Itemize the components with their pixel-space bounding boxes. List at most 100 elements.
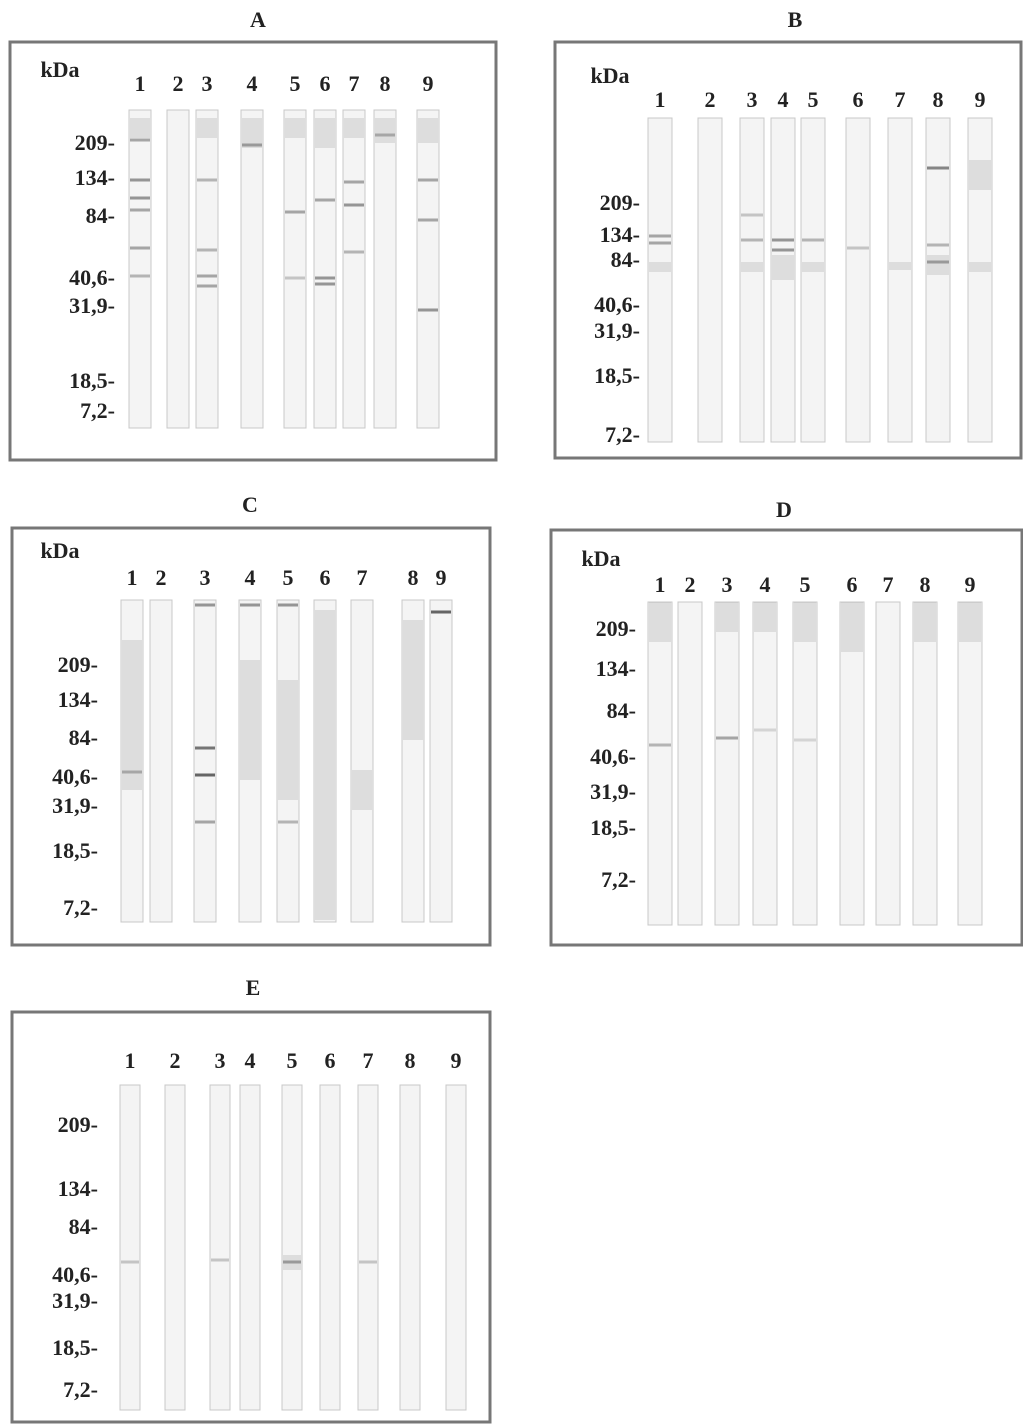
marker-label: 134- (58, 1176, 98, 1201)
band (344, 203, 364, 207)
blot-strip (677, 601, 703, 926)
smear (754, 602, 776, 632)
smear (841, 602, 863, 652)
marker-label: 134- (596, 656, 636, 681)
lane-number: 2 (685, 572, 696, 597)
blot-strip (839, 601, 865, 926)
lane-number: 1 (655, 572, 666, 597)
marker-label: 18,5- (69, 368, 115, 393)
smear (649, 602, 671, 642)
panel-frame (553, 40, 1023, 460)
marker-label: 31,9- (52, 1288, 98, 1313)
marker-label: 40,6- (52, 764, 98, 789)
smear (240, 660, 260, 780)
band (315, 198, 335, 202)
band (285, 276, 305, 280)
smear (959, 602, 981, 642)
marker-label: 134- (58, 687, 98, 712)
band (121, 1260, 139, 1264)
blot-strip (319, 1084, 341, 1411)
band (283, 1260, 301, 1264)
lane-number: 8 (405, 1048, 416, 1073)
marker-label: 84- (607, 698, 636, 723)
blot-strip (342, 109, 366, 429)
blot-strip (195, 109, 219, 429)
lane-number: 7 (883, 572, 894, 597)
lane-number: 4 (760, 572, 771, 597)
band (195, 746, 215, 750)
blot-strip (313, 599, 337, 923)
band (197, 248, 217, 252)
blot-strip (128, 109, 152, 429)
blot-strip (373, 109, 397, 429)
marker-label: 7,2- (63, 895, 98, 920)
lane-number: 5 (283, 565, 294, 590)
lane-number: 5 (287, 1048, 298, 1073)
unit-label: kDa (40, 538, 79, 563)
lane-number: 3 (200, 565, 211, 590)
lane-number: 8 (408, 565, 419, 590)
blot-strip (875, 601, 901, 926)
blot-strip (770, 117, 796, 443)
lane-number: 4 (247, 71, 258, 96)
blot-strip (445, 1084, 467, 1411)
lane-number: 1 (135, 71, 146, 96)
marker-label: 31,9- (594, 318, 640, 343)
blot-strip (149, 599, 173, 923)
smear (285, 118, 305, 138)
panel-frame (10, 1010, 492, 1424)
lane-number: 7 (363, 1048, 374, 1073)
blot-strip (967, 117, 993, 443)
smear (969, 262, 991, 272)
smear (914, 602, 936, 642)
blot-strip (800, 117, 826, 443)
blot-strip (792, 601, 818, 926)
smear (352, 770, 372, 810)
lane-number: 6 (853, 87, 864, 112)
lane-number: 4 (245, 565, 256, 590)
marker-label: 7,2- (605, 422, 640, 447)
smear (802, 262, 824, 272)
band (418, 178, 438, 182)
marker-label: 18,5- (52, 838, 98, 863)
band (418, 308, 438, 312)
lane-number: 7 (895, 87, 906, 112)
smear (344, 118, 364, 138)
blot-strip (119, 1084, 141, 1411)
marker-label: 84- (69, 1214, 98, 1239)
marker-label: 40,6- (52, 1262, 98, 1287)
smear (315, 118, 335, 148)
marker-label: 134- (600, 222, 640, 247)
lane-number: 8 (920, 572, 931, 597)
band (285, 210, 305, 214)
blot-strip (209, 1084, 231, 1411)
lane-number: 2 (170, 1048, 181, 1073)
lane-number: 9 (965, 572, 976, 597)
marker-label: 84- (69, 725, 98, 750)
panel-frame (549, 528, 1023, 947)
blot-strip (120, 599, 144, 923)
band (130, 274, 150, 278)
blot-strip (193, 599, 217, 923)
marker-label: 7,2- (63, 1377, 98, 1402)
blot-strip (416, 109, 440, 429)
band (344, 250, 364, 254)
band (278, 820, 298, 824)
blot-strip (739, 117, 765, 443)
lane-number: 8 (933, 87, 944, 112)
lane-number: 3 (215, 1048, 226, 1073)
lane-number: 7 (357, 565, 368, 590)
marker-label: 40,6- (69, 265, 115, 290)
lane-number: 6 (320, 565, 331, 590)
lane-number: 9 (451, 1048, 462, 1073)
panel-label: C (242, 492, 258, 517)
marker-label: 18,5- (590, 815, 636, 840)
unit-label: kDa (590, 63, 629, 88)
band (130, 178, 150, 182)
band (197, 284, 217, 288)
blot-strip (752, 601, 778, 926)
band (649, 743, 671, 747)
blot-strip (399, 1084, 421, 1411)
lane-number: 3 (722, 572, 733, 597)
